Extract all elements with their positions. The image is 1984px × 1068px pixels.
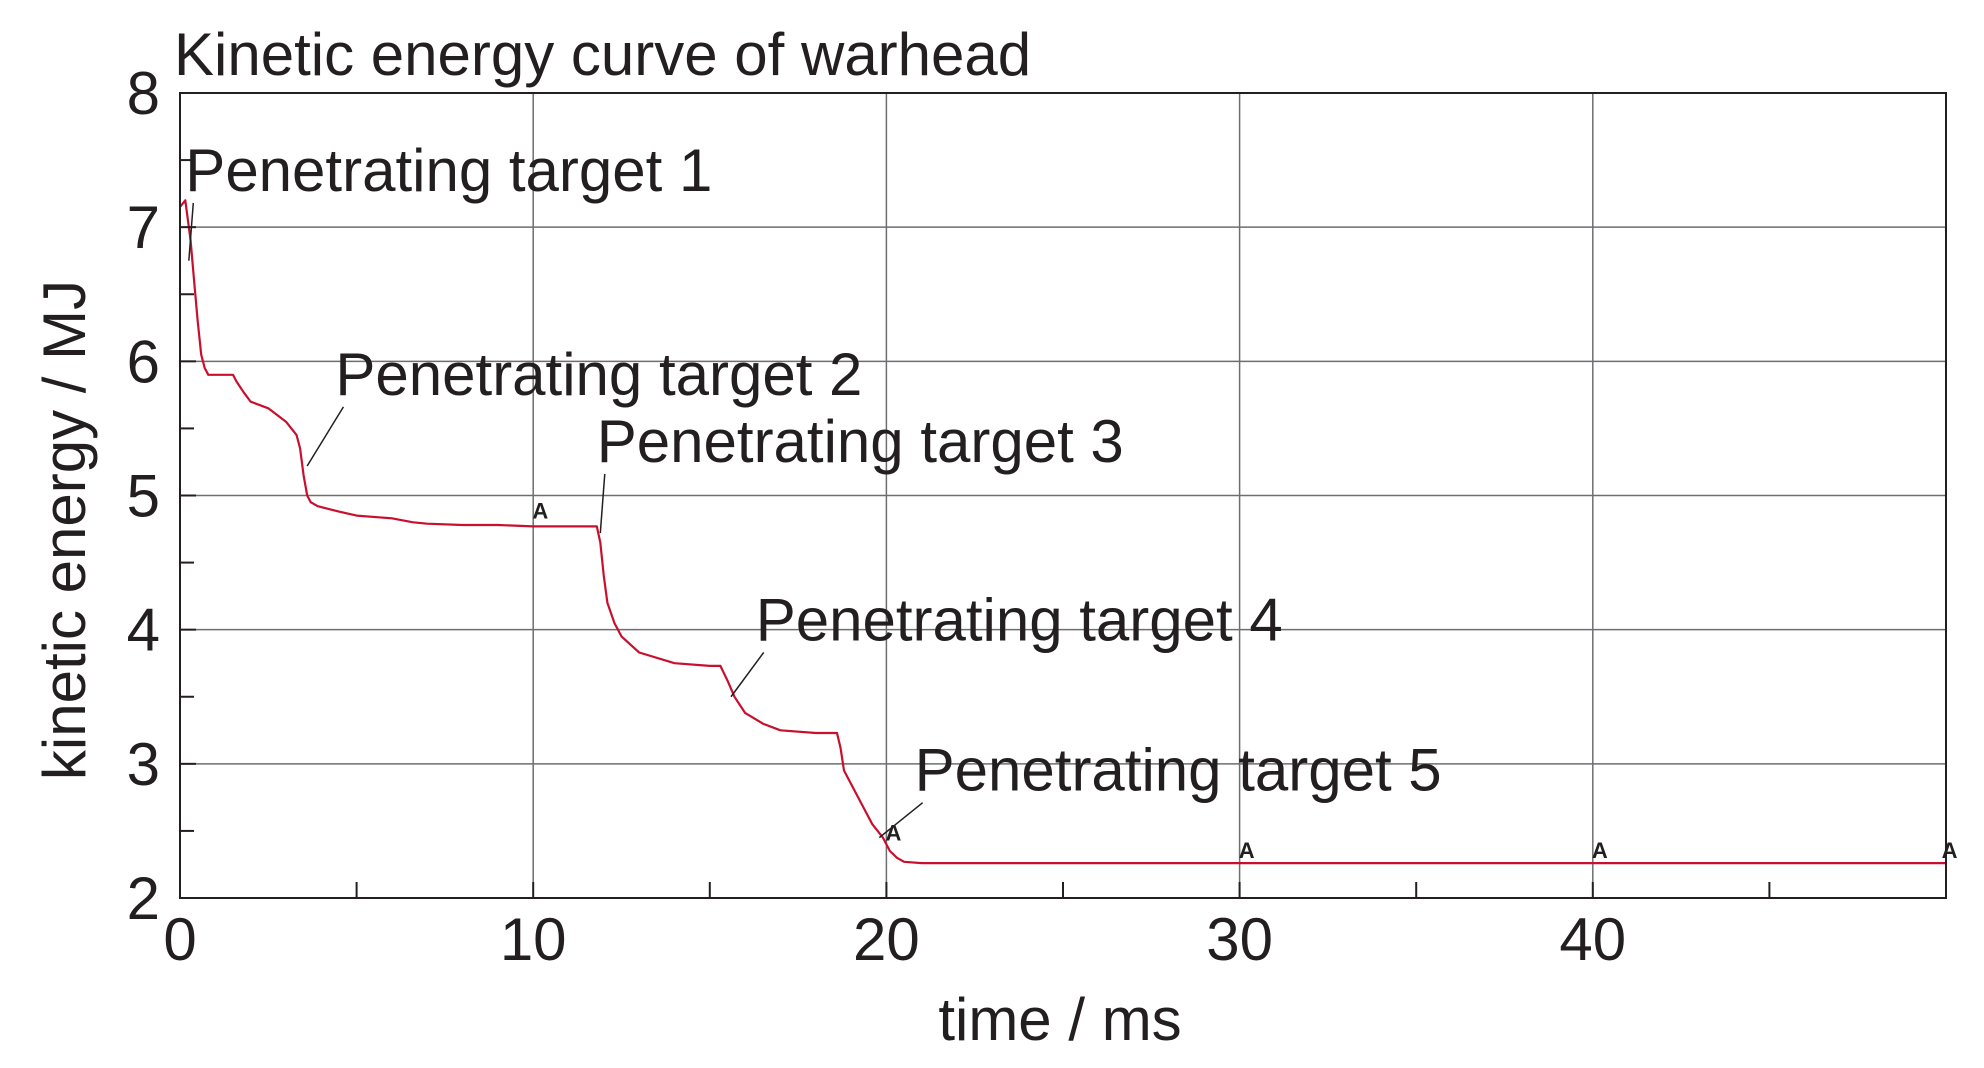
annotation-leader	[599, 473, 606, 534]
y-tick-label: 4	[127, 597, 160, 664]
marker-label: A	[1592, 838, 1608, 863]
marker-label: A	[886, 820, 902, 845]
marker-label: A	[1942, 838, 1958, 863]
annotation-label: Penetrating target 3	[597, 408, 1124, 475]
chart-title: Kinetic energy curve of warhead	[174, 21, 1031, 88]
y-tick-label: 3	[127, 731, 160, 798]
y-axis-label: kinetic energy / MJ	[31, 280, 98, 780]
x-tick-label: 30	[1206, 906, 1273, 973]
series-line	[179, 199, 1946, 865]
annotation-label: Penetrating target 2	[335, 341, 862, 408]
annotation-leader	[730, 651, 765, 698]
x-tick-label: 20	[853, 906, 920, 973]
grid	[180, 93, 1946, 898]
annotation-label: Penetrating target 5	[915, 737, 1442, 804]
y-tick-label: 8	[127, 60, 160, 127]
x-axis-label: time / ms	[938, 986, 1181, 1053]
annotation-leader	[878, 802, 924, 839]
annotation-label: Penetrating target 4	[756, 586, 1283, 653]
annotation-leader	[188, 202, 195, 261]
annotation-leader	[306, 406, 345, 467]
marker-label: A	[1239, 838, 1255, 863]
marker-label: A	[532, 498, 548, 523]
series-layer	[179, 199, 1946, 865]
x-tick-label: 40	[1559, 906, 1626, 973]
y-tick-label: 6	[127, 328, 160, 395]
x-tick-label: 0	[163, 906, 196, 973]
y-tick-label: 2	[127, 865, 160, 932]
y-tick-label: 7	[127, 194, 160, 261]
y-tick-label: 5	[127, 463, 160, 530]
annotation-label: Penetrating target 1	[185, 137, 712, 204]
axes: 2 3 4 5 6 7 8 0 10 20 30 40	[127, 60, 1947, 973]
x-tick-label: 10	[500, 906, 567, 973]
annotations: Penetrating target 1 Penetrating target 2…	[185, 137, 1957, 863]
